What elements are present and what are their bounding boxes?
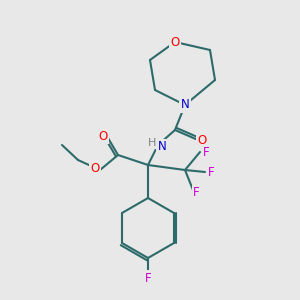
Text: N: N <box>158 140 166 154</box>
Text: F: F <box>193 187 199 200</box>
Text: O: O <box>197 134 207 146</box>
Text: F: F <box>203 146 209 158</box>
Text: O: O <box>170 35 180 49</box>
Text: F: F <box>145 272 151 284</box>
Text: N: N <box>181 98 189 112</box>
Text: O: O <box>98 130 108 142</box>
Text: F: F <box>208 166 214 178</box>
Text: O: O <box>90 163 100 176</box>
Text: H: H <box>148 138 156 148</box>
